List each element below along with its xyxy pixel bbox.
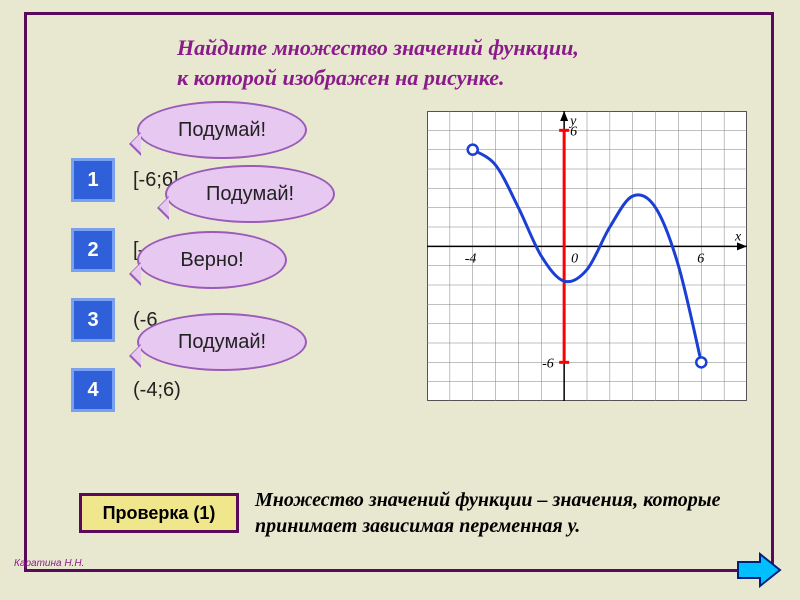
- arrow-right-icon: [736, 552, 782, 588]
- feedback-bubble-1: Подумай!: [137, 101, 307, 159]
- answer-button-3[interactable]: 3: [71, 298, 115, 342]
- author-label: Каратина Н.Н.: [14, 558, 84, 569]
- answer-button-2[interactable]: 2: [71, 228, 115, 272]
- bubble-text: Подумай!: [206, 183, 294, 206]
- bubble-text: Подумай!: [178, 331, 266, 354]
- feedback-bubble-3: Верно!: [137, 231, 287, 289]
- chart: 0ху6-46-6: [427, 111, 747, 401]
- bubble-text: Верно!: [180, 249, 243, 272]
- svg-text:6: 6: [570, 124, 577, 139]
- answer-button-1[interactable]: 1: [71, 158, 115, 202]
- next-button[interactable]: [736, 552, 782, 588]
- svg-text:0: 0: [571, 251, 578, 266]
- chart-svg: 0ху6-46-6: [427, 111, 747, 401]
- feedback-bubble-2: Подумай!: [165, 165, 335, 223]
- slide-frame: Найдите множество значений функции, к ко…: [24, 12, 774, 572]
- feedback-bubble-4: Подумай!: [137, 313, 307, 371]
- bubble-text: Подумай!: [178, 119, 266, 142]
- title-line1: Найдите множество значений функции,: [177, 35, 579, 60]
- svg-text:6: 6: [697, 251, 704, 266]
- explanation-text: Множество значений функции – значения, к…: [255, 487, 765, 539]
- check-label: Проверка (1): [103, 503, 216, 524]
- answer-button-4[interactable]: 4: [71, 368, 115, 412]
- answer-text-4: (-4;6): [133, 379, 181, 402]
- check-button[interactable]: Проверка (1): [79, 493, 239, 533]
- svg-text:х: х: [734, 229, 742, 244]
- svg-text:-4: -4: [465, 251, 477, 266]
- title-line2: к которой изображен на рисунке.: [177, 65, 504, 90]
- question-title: Найдите множество значений функции, к ко…: [177, 33, 757, 92]
- svg-text:-6: -6: [542, 356, 554, 371]
